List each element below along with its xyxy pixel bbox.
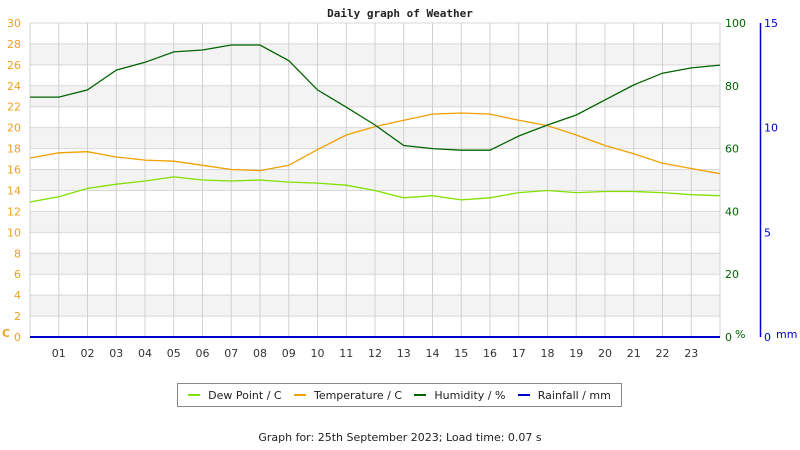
dew-point-line [29,176,721,203]
legend-item-humidity: Humidity / % [414,389,505,402]
svg-text:40: 40 [725,205,739,218]
svg-text:100: 100 [725,17,746,30]
svg-text:10: 10 [311,347,325,360]
svg-text:18: 18 [7,143,21,156]
svg-text:24: 24 [7,80,21,93]
svg-text:15: 15 [764,17,778,30]
humidity-swatch [414,394,427,396]
legend-item-dew-point: Dew Point / C [188,388,282,402]
data-series [29,44,721,338]
legend-item-temperature: Temperature / C [293,388,403,402]
rainfall-swatch [517,394,530,396]
svg-text:80: 80 [725,80,739,93]
humidity-axis: 0 20 40 60 80 100% [725,17,746,344]
svg-text:08: 08 [253,347,267,360]
legend: Dew Point / C Temperature / C Humidity /… [177,383,622,407]
rainfall-axis: 0 5 10 15 mm [759,17,797,344]
svg-text:%: % [735,328,745,341]
svg-text:0: 0 [725,331,732,344]
svg-text:13: 13 [397,347,411,360]
temperature-line [29,112,721,175]
svg-text:0: 0 [764,331,771,344]
svg-text:6: 6 [14,268,21,281]
hour-axis: 01 02 03 04 05 06 07 08 09 10 11 12 13 14 15 16 17 18 19 20… [52,347,699,360]
svg-text:23: 23 [684,347,698,360]
chart-title: Daily graph of Weather [327,7,473,20]
legend-label: Rainfall / mm [537,388,611,402]
graph-footer: Graph for: 25th September 2023; Load tim… [258,431,542,444]
legend-label: Temperature / C [313,388,403,402]
svg-text:0: 0 [14,331,21,344]
svg-text:30: 30 [7,17,21,30]
svg-text:17: 17 [512,347,526,360]
legend-label: Dew Point / C [208,388,282,402]
svg-text:14: 14 [7,184,21,197]
svg-text:28: 28 [7,38,21,51]
dew-point-swatch [188,394,201,396]
svg-text:06: 06 [196,347,210,360]
svg-text:09: 09 [282,347,296,360]
weather-chart: Daily graph of Weather 02468101214161820… [2,7,797,360]
humidity-line [30,44,721,151]
svg-text:10: 10 [7,226,21,239]
svg-text:02: 02 [81,347,95,360]
svg-text:22: 22 [656,347,670,360]
svg-text:2: 2 [14,310,21,323]
svg-text:5: 5 [764,226,771,239]
legend-label: Humidity / % [434,388,506,402]
svg-text:16: 16 [7,164,21,177]
svg-text:26: 26 [7,59,21,72]
svg-text:20: 20 [725,268,739,281]
svg-text:01: 01 [52,347,66,360]
svg-text:20: 20 [598,347,612,360]
svg-text:22: 22 [7,101,21,114]
svg-text:21: 21 [627,347,641,360]
svg-text:12: 12 [7,205,21,218]
svg-text:11: 11 [339,347,353,360]
svg-text:C: C [2,327,10,340]
svg-text:12: 12 [368,347,382,360]
svg-text:60: 60 [725,143,739,156]
svg-text:mm: mm [776,328,797,341]
temperature-swatch [293,394,306,396]
svg-text:03: 03 [109,347,123,360]
svg-text:05: 05 [167,347,181,360]
svg-text:18: 18 [541,347,555,360]
svg-text:19: 19 [569,347,583,360]
svg-text:8: 8 [14,247,21,260]
svg-text:20: 20 [7,122,21,135]
svg-text:4: 4 [14,289,21,302]
svg-text:16: 16 [483,347,497,360]
svg-text:07: 07 [224,347,238,360]
svg-text:14: 14 [426,347,440,360]
svg-text:15: 15 [454,347,468,360]
legend-item-rainfall: Rainfall / mm [517,388,611,402]
svg-text:10: 10 [764,122,778,135]
svg-text:04: 04 [138,347,152,360]
